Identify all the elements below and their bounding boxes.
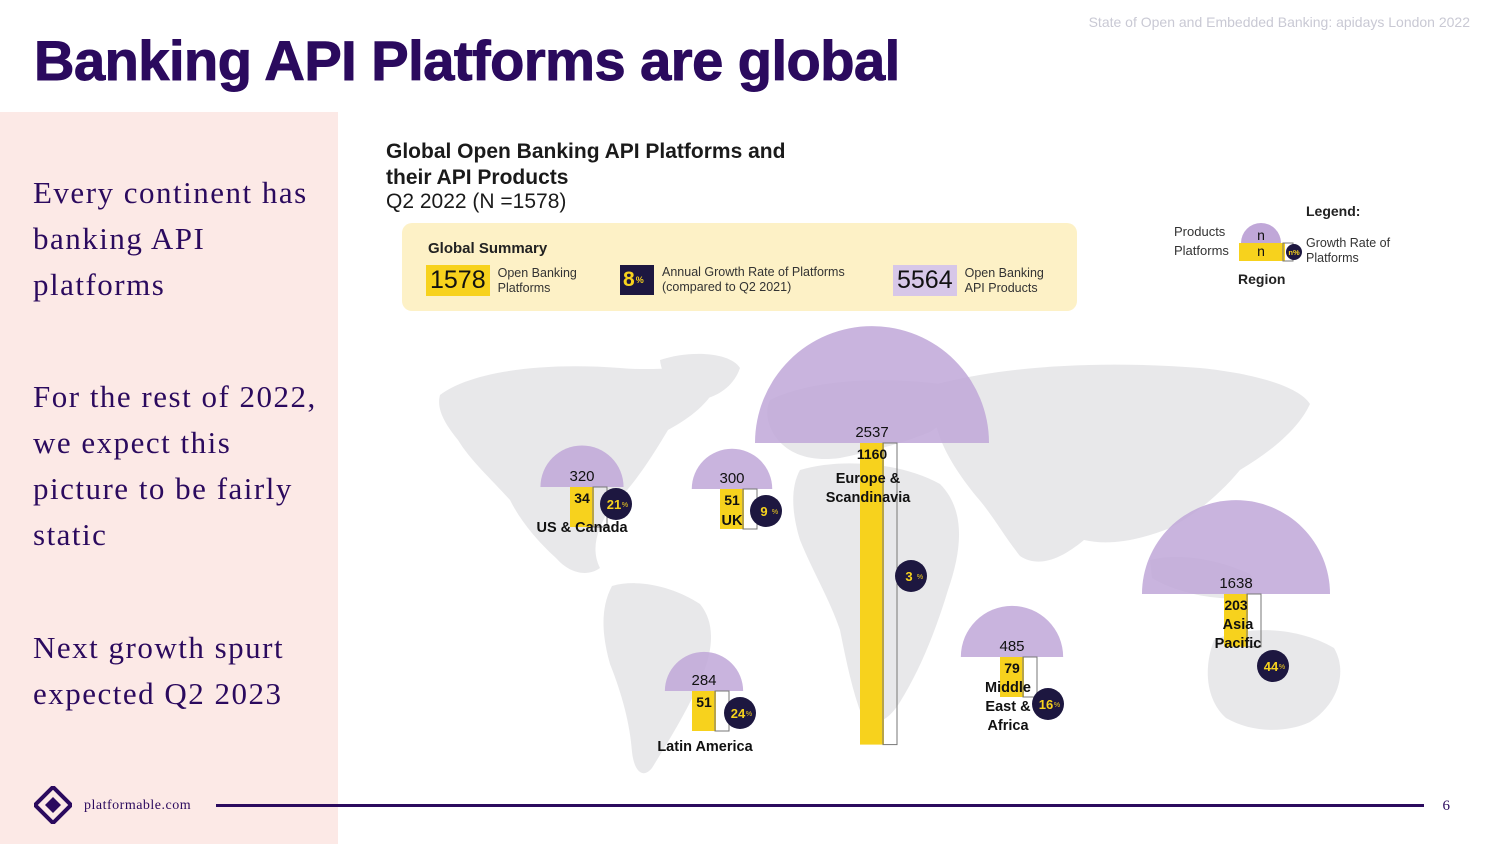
legend-growth-label: Growth Rate of Platforms [1306,236,1391,265]
summary-title: Global Summary [428,240,548,257]
global-summary-panel: Global Summary 1578 Open Banking Platfor… [402,223,1077,311]
growth-rate-value: 3 [905,569,912,584]
platforms-value-label: 1160 [857,446,888,462]
region-label: Latin America [657,739,753,755]
legend-products-label: Products [1174,224,1226,239]
summary-products-value: 5564 [893,265,957,296]
region-label: US & Canada [536,520,628,536]
summary-platforms-label: Open Banking Platforms [497,265,577,295]
growth-rate-circle [750,495,782,527]
growth-rate-value: 44 [1264,659,1279,674]
products-value-label: 284 [691,672,716,689]
growth-rate-value: 9 [760,504,767,519]
map-asia [929,364,1310,562]
platforms-bar-outline [1246,593,1262,648]
platforms-bar-outline [1022,656,1038,698]
growth-rate-circle [1032,688,1064,720]
legend-products-symbol: n [1257,227,1265,243]
products-value-label: 300 [719,470,744,487]
legend-bar [1239,243,1285,261]
platforms-value-label: 79 [1004,660,1020,676]
growth-rate-badge: 8% [620,265,654,295]
region-label: UK [722,513,743,529]
products-value-label: 320 [569,468,594,485]
chart-subtitle: Q2 2022 (N =1578) [386,190,567,213]
legend-title: Legend: [1306,203,1361,219]
products-value-label: 1638 [1219,575,1252,592]
summary-platforms-value: 1578 [426,265,490,296]
growth-rate-circle [1257,650,1289,682]
footer-brand: platformable.com [84,798,192,813]
summary-growth-value: 8 [623,268,635,291]
percent-up-icon: % [917,574,923,581]
platforms-value-label: 34 [574,490,590,506]
summary-platforms: 1578 Open Banking Platforms [426,265,588,296]
platforms-bar [720,489,744,529]
platforms-bar-outline [882,442,898,746]
legend-platforms-symbol: n [1257,243,1265,259]
growth-rate-circle [895,560,927,592]
region-label: Middle [985,680,1031,696]
region-label: Scandinavia [826,490,912,506]
platforms-value-label: 51 [696,694,712,710]
chart-title: Global Open Banking API Platforms and th… [386,140,786,189]
region-label: Europe & [836,471,901,487]
region-markers: 320 34 US & Canada 21 % 300 51 UK 9 % 2537 1160 Euro… [536,326,1331,755]
legend-region-label: Region [1238,271,1286,287]
products-value-label: 485 [999,638,1024,655]
platforms-value-label: 203 [1224,597,1248,613]
percent-up-icon: % [622,502,628,509]
sidebar: Every continent has banking API platform… [0,112,338,844]
legend-platforms-label: Platforms [1174,243,1229,258]
platforms-bar [570,487,594,527]
sidebar-text-2: For the rest of 2022, we expect this pic… [33,379,317,552]
platforms-bar [860,443,884,745]
legend-semicircle [1241,223,1281,243]
legend-symbol: nn n% [1239,223,1302,262]
products-semicircle [664,651,744,691]
slide-title: Banking API Platforms are global [34,29,901,93]
percent-up-icon: % [635,275,644,285]
summary-growth-label: Annual Growth Rate of Platforms (compare… [662,265,845,294]
percent-up-icon: % [772,509,778,516]
footer-divider [216,804,1424,807]
legend-growth-circle [1286,244,1302,260]
platforms-bar [1224,594,1248,647]
region-label: East & [985,699,1031,715]
platforms-bar [692,691,716,731]
summary-products: 5564 Open Banking API Products [893,265,1055,296]
products-semicircle [540,445,624,487]
region-label: Pacific [1215,636,1262,652]
growth-rate-value: 21 [607,497,621,512]
map-south-america [603,583,712,774]
products-semicircle [960,605,1064,657]
growth-rate-circle [600,488,632,520]
growth-rate-value: 24 [731,706,746,721]
products-value-label: 2537 [855,424,888,441]
products-semicircle [691,448,773,489]
deck-label: State of Open and Embedded Banking: apid… [1088,14,1470,30]
region-label: Asia [1223,617,1255,633]
map-greenland [660,353,740,401]
products-semicircle [755,326,989,443]
page-number: 6 [1442,798,1451,814]
platforms-bar [1000,657,1024,697]
percent-up-icon: % [1279,664,1285,671]
summary-growth: 8% Annual Growth Rate of Platforms (comp… [620,265,862,295]
platforms-value-label: 51 [724,492,740,508]
growth-rate-circle [724,697,756,729]
sidebar-text-3: Next growth spurt expected Q2 2023 [33,630,285,711]
platformable-logo-icon [34,786,72,824]
legend-growth-symbol: n% [1288,248,1300,257]
growth-rate-value: 16 [1039,697,1053,712]
percent-up-icon: % [1054,702,1060,709]
sidebar-text-1: Every continent has banking API platform… [33,175,308,302]
percent-up-icon: % [746,711,752,718]
region-label: Africa [987,718,1029,734]
products-semicircle [1141,500,1331,594]
summary-products-label: Open Banking API Products [964,265,1044,295]
